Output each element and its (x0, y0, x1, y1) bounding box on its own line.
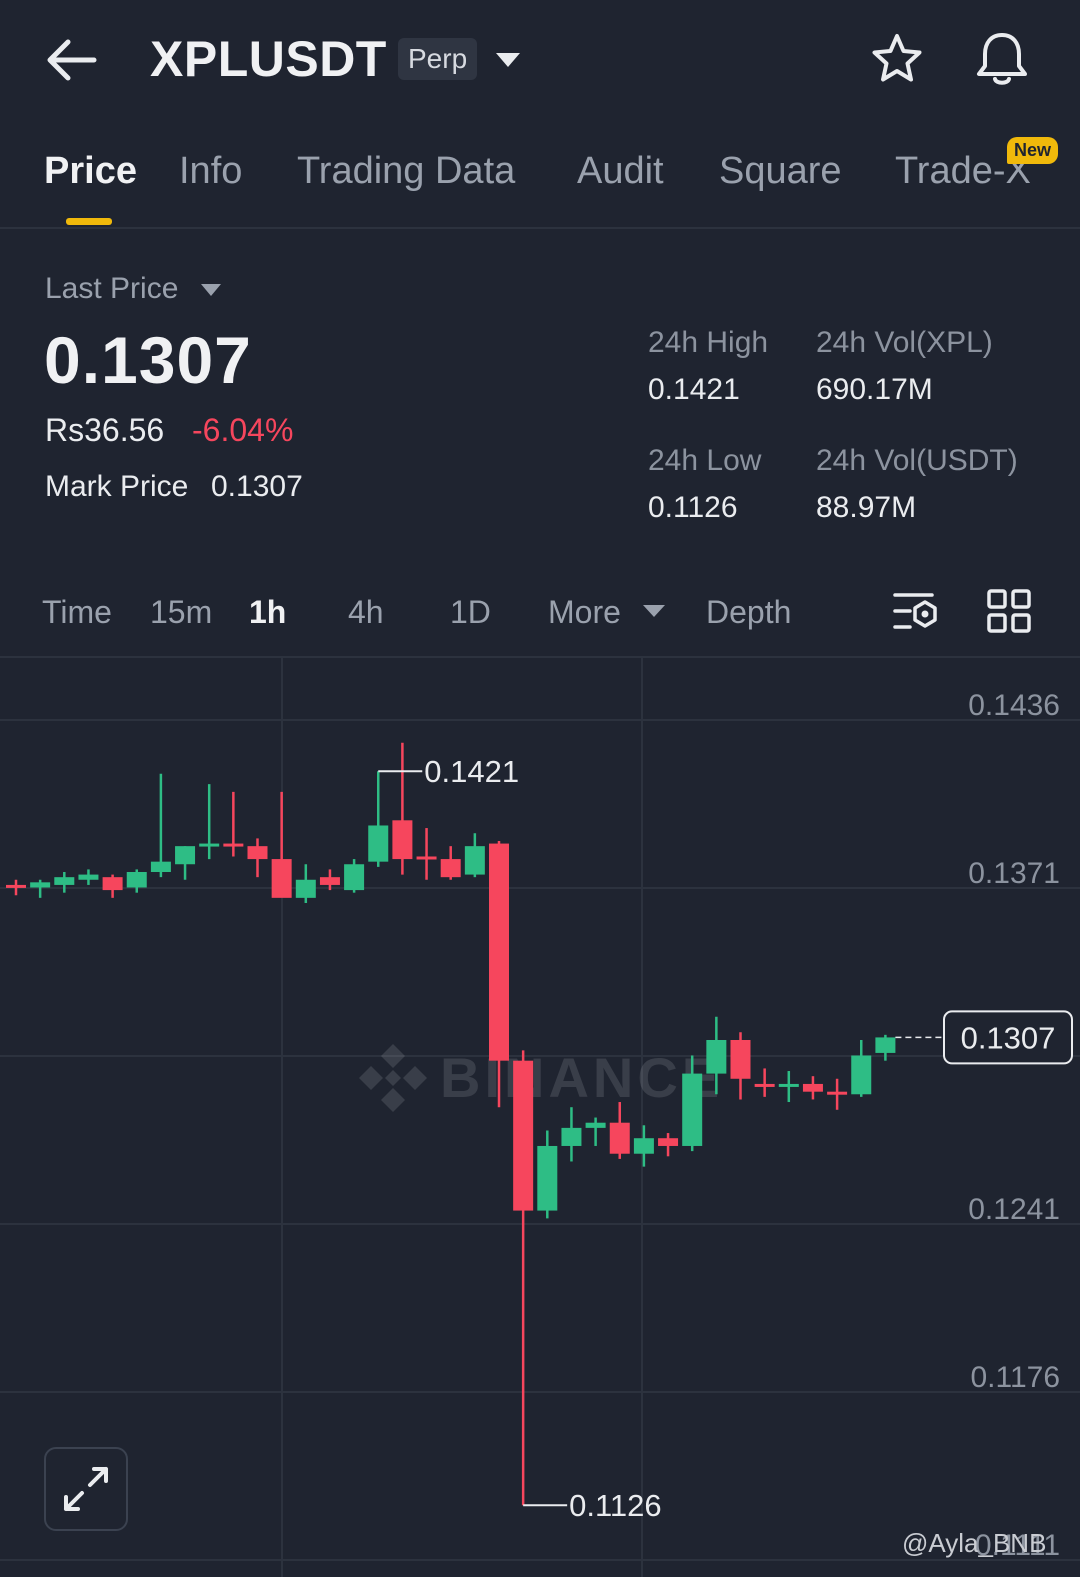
max-price-label: 0.1421 (424, 754, 519, 789)
interval-more[interactable]: More (548, 594, 621, 630)
candle-body (609, 1122, 630, 1154)
candle-body (658, 1138, 679, 1146)
min-price-label: 0.1126 (569, 1488, 662, 1523)
interval-1h[interactable]: 1h (249, 594, 287, 630)
tab-square[interactable]: Square (719, 150, 842, 192)
price-change-percent: -6.04% (192, 412, 294, 448)
interval-4h[interactable]: 4h (348, 594, 384, 630)
candle-body (561, 1127, 582, 1146)
24h-low-value: 0.1126 (648, 491, 738, 524)
24h-low-label: 24h Low (648, 444, 762, 477)
active-tab-indicator (66, 218, 112, 225)
candle-body (778, 1083, 799, 1087)
last-price-selector[interactable]: Last Price (45, 272, 179, 305)
candle-body (295, 879, 316, 898)
tab-price[interactable]: Price (44, 150, 137, 192)
candle-body (368, 825, 389, 862)
grid-layout-icon[interactable] (986, 588, 1032, 634)
last-price-value: 0.1307 (44, 323, 252, 397)
interval-time[interactable]: Time (42, 594, 112, 630)
interval-depth[interactable]: Depth (706, 594, 792, 630)
candle-body (513, 1060, 534, 1211)
candle-body (6, 884, 26, 888)
tab-divider (0, 227, 1080, 229)
chart-labels: 0.14360.13710.13060.12410.11760.11110.14… (378, 689, 1073, 1562)
last-price-axis-label: 0.1307 (961, 1020, 1056, 1055)
y-tick-label: 0.1371 (968, 857, 1060, 890)
interval-1d[interactable]: 1D (450, 594, 491, 630)
interval-15m[interactable]: 15m (150, 594, 213, 630)
interval-divider (0, 656, 1080, 658)
author-watermark: @Ayla_BNB (902, 1528, 1047, 1558)
candle-body (464, 846, 485, 875)
tab-trading-data[interactable]: Trading Data (297, 150, 516, 192)
mark-price-value: 0.1307 (211, 470, 303, 503)
candle-body (537, 1145, 558, 1211)
expand-icon (64, 1467, 108, 1511)
y-tick-label: 0.1436 (968, 689, 1060, 722)
24h-high-label: 24h High (648, 326, 769, 359)
caret-down-icon[interactable] (200, 282, 222, 298)
expand-chart-button[interactable] (44, 1447, 128, 1531)
24h-vol-quote-label: 24h Vol(USDT) (816, 444, 1018, 477)
last-price-box (943, 1010, 1073, 1065)
candle-body (827, 1091, 848, 1095)
candle-body (730, 1040, 751, 1079)
candle-body (875, 1037, 896, 1053)
candle-body (851, 1055, 872, 1095)
candlestick-chart[interactable]: BINANCE 0.14360.13710.13060.12410.11760.… (0, 658, 1080, 1577)
24h-vol-base-value: 690.17M (816, 373, 933, 406)
24h-vol-quote-value: 88.97M (816, 491, 917, 524)
back-arrow-icon[interactable] (44, 34, 100, 86)
candle-body (319, 877, 340, 885)
candles (6, 742, 896, 1506)
candle-body (682, 1073, 703, 1146)
candle-body (392, 820, 413, 860)
candle-body (102, 877, 123, 891)
candle-body (585, 1122, 606, 1128)
chart-watermark: BINANCE (359, 1044, 723, 1112)
candle-body (633, 1138, 654, 1154)
new-badge: New (1007, 137, 1059, 164)
candle-body (54, 877, 75, 885)
candle-body (440, 859, 461, 878)
candle-body (416, 856, 437, 860)
candle-body (802, 1083, 823, 1092)
tab-audit[interactable]: Audit (577, 150, 664, 192)
candle-body (30, 882, 51, 888)
candle-body (223, 843, 244, 847)
fiat-price: Rs36.56 (45, 412, 165, 448)
bell-icon[interactable] (974, 30, 1030, 88)
y-tick-label: 0.1241 (968, 1193, 1060, 1226)
candle-body (754, 1083, 775, 1087)
candle-body (344, 864, 365, 891)
24h-vol-base-label: 24h Vol(XPL) (816, 326, 993, 359)
contract-type-badge: Perp (398, 38, 478, 80)
candle-body (78, 874, 99, 880)
chart-grid (0, 658, 1080, 1577)
watermark-brand: BINANCE (440, 1046, 723, 1109)
candle-body (271, 859, 292, 898)
tab-info[interactable]: Info (179, 150, 243, 192)
candle-body (706, 1040, 727, 1074)
y-tick-label: 0.1176 (970, 1361, 1060, 1394)
candle-body (199, 843, 220, 847)
candle-body (489, 843, 509, 1061)
more-caret-down-icon[interactable] (642, 603, 666, 619)
y-tick-label: 0.1111 (975, 1529, 1060, 1562)
symbol-dropdown-caret-icon[interactable] (494, 50, 522, 70)
symbol-title[interactable]: XPLUSDT (150, 31, 387, 87)
indicator-settings-icon[interactable] (892, 588, 940, 634)
mark-price-label: Mark Price (45, 470, 189, 503)
24h-high-value: 0.1421 (648, 373, 740, 406)
candle-body (175, 846, 196, 865)
binance-logo-icon (359, 1044, 427, 1112)
candle-body (126, 872, 147, 888)
candle-body (150, 861, 171, 872)
favorite-star-icon[interactable] (870, 32, 924, 86)
candle-body (247, 846, 268, 860)
